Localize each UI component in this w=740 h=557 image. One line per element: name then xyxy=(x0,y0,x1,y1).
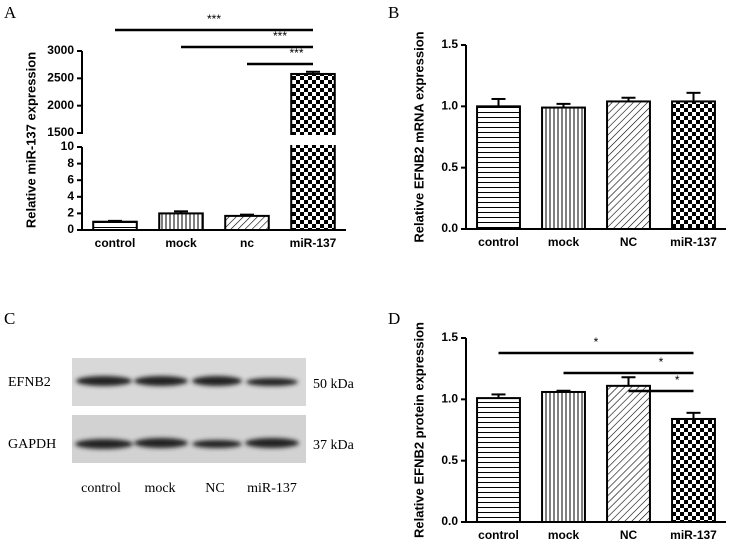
x-tick-label: control xyxy=(478,528,519,542)
lane-label: control xyxy=(81,481,121,496)
x-tick-label: miR-137 xyxy=(670,528,717,542)
lane-label: NC xyxy=(205,481,224,496)
x-tick-label: mock xyxy=(548,528,580,542)
x-tick-label: miR-137 xyxy=(290,236,337,250)
bar xyxy=(671,100,716,230)
significance-label: *** xyxy=(207,12,221,26)
bar xyxy=(158,212,204,231)
y-tick-label: 1500 xyxy=(47,125,74,139)
significance-label: * xyxy=(675,373,680,387)
protein-label: GAPDH xyxy=(8,437,56,452)
panel-letter: D xyxy=(388,309,400,328)
y-tick-label: 2 xyxy=(67,206,74,220)
y-tick-label: 4 xyxy=(67,189,74,203)
panel-letter: A xyxy=(4,3,17,22)
bar xyxy=(541,106,586,230)
y-tick-label: 0 xyxy=(67,222,74,236)
significance-label: *** xyxy=(289,46,303,60)
bar xyxy=(606,384,651,523)
protein-label: EFNB2 xyxy=(8,375,51,390)
y-axis-label: Relative miR-137 expression xyxy=(23,52,38,228)
bar xyxy=(224,214,270,231)
y-tick-label: 2000 xyxy=(47,98,74,112)
x-tick-label: mock xyxy=(548,235,580,249)
panel-letter: C xyxy=(4,309,15,328)
y-tick-label: 3000 xyxy=(47,43,74,57)
y-tick-label: 2500 xyxy=(47,71,74,85)
blot-bands xyxy=(75,376,299,449)
x-tick-label: control xyxy=(95,236,136,250)
bar xyxy=(671,417,716,523)
lane-label: mock xyxy=(144,481,175,496)
bar xyxy=(92,220,138,231)
significance-label: * xyxy=(594,335,599,349)
y-tick-label: 10 xyxy=(61,139,75,153)
axis-break xyxy=(74,135,346,145)
y-tick-label: 1.5 xyxy=(441,330,458,344)
y-tick-label: 1.0 xyxy=(441,392,458,406)
western-blot: C EFNB2 GAPDH 50 kDa 37 kDa control mock… xyxy=(4,309,355,496)
bar xyxy=(476,397,521,523)
lane-label: miR-137 xyxy=(247,481,297,496)
x-tick-label: nc xyxy=(240,236,254,250)
x-tick-label: miR-137 xyxy=(670,235,717,249)
y-axis-label: Relative EFNB2 protein expression xyxy=(411,322,426,538)
panel-letter: B xyxy=(388,3,399,22)
x-tick-label: mock xyxy=(165,236,197,250)
significance-label: * xyxy=(659,355,664,369)
x-tick-label: NC xyxy=(620,235,638,249)
x-tick-label: control xyxy=(478,235,519,249)
y-tick-label: 0.5 xyxy=(441,160,458,174)
bar xyxy=(476,105,521,230)
x-tick-label: NC xyxy=(620,528,638,542)
y-tick-label: 1.0 xyxy=(441,99,458,113)
y-tick-label: 1.5 xyxy=(441,37,458,51)
y-axis-label: Relative EFNB2 mRNA expression xyxy=(411,31,426,242)
y-tick-label: 0.0 xyxy=(441,221,458,235)
y-tick-label: 0.0 xyxy=(441,514,458,528)
y-tick-label: 8 xyxy=(67,156,74,170)
bar xyxy=(541,390,586,523)
significance-label: *** xyxy=(273,29,287,43)
size-label: 50 kDa xyxy=(313,377,355,392)
y-tick-label: 0.5 xyxy=(441,453,458,467)
y-tick-label: 6 xyxy=(67,172,74,186)
bar xyxy=(290,72,336,231)
bar xyxy=(606,100,651,230)
size-label: 37 kDa xyxy=(313,438,355,453)
